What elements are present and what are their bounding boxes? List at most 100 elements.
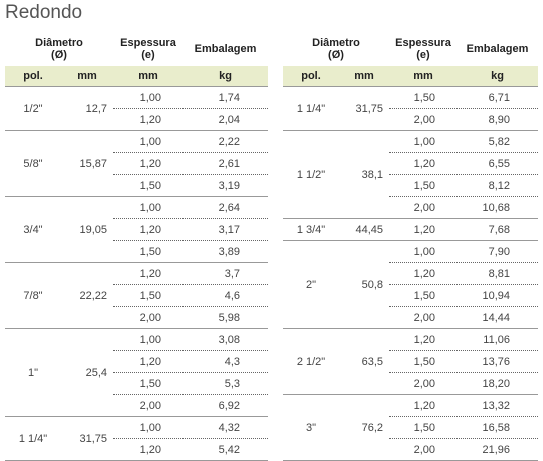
weight-cell: 3,7: [183, 262, 268, 285]
weight-cell: 13,76: [457, 350, 538, 373]
mm-cell: 44,45: [339, 218, 389, 241]
data-row: 2,00 18,20: [283, 372, 538, 395]
pol-cell: 7/8": [5, 262, 61, 329]
mm-cell: 31,75: [61, 416, 113, 461]
thickness-cell: 1,20: [389, 328, 457, 351]
header-line: Espessura: [395, 37, 451, 49]
thickness-cell: 1,20: [113, 438, 183, 461]
weight-cell: 18,20: [457, 372, 538, 395]
thickness-cell: 1,20: [113, 218, 183, 241]
header-line: (Ø): [328, 49, 344, 61]
thickness-cell: 2,00: [389, 196, 457, 219]
data-row: 1,50 3,89: [5, 240, 268, 263]
weight-cell: 1,74: [183, 86, 268, 109]
mm-cell: 63,5: [339, 328, 389, 395]
mm-cell: 31,75: [339, 86, 389, 131]
weight-cell: 5,82: [457, 130, 538, 153]
header-line: (e): [141, 49, 155, 61]
data-row: 2,00 8,90: [283, 108, 538, 131]
thickness-cell: 1,20: [389, 218, 457, 241]
data-row: 1,50 13,76: [283, 350, 538, 373]
data-row: 1,50 8,12: [283, 174, 538, 197]
data-row: 1" 25,4 1,00 3,08: [5, 328, 268, 417]
title: Redondo: [5, 2, 83, 23]
weight-cell: 3,19: [183, 174, 268, 197]
thickness-cell: 1,00: [113, 130, 183, 153]
mm-cell: 22,22: [61, 262, 113, 329]
thickness-cell: 2,00: [113, 306, 183, 329]
data-row: 1 1/2" 38,1 1,00 5,82: [283, 130, 538, 219]
pol-cell: 1 1/4": [5, 416, 61, 461]
weight-cell: 8,90: [457, 108, 538, 131]
header-cell: Diâmetro (Ø): [5, 32, 113, 66]
header-cell: Diâmetro (Ø): [283, 32, 389, 66]
unit-cell: kg: [183, 66, 268, 87]
data-table: Diâmetro (Ø) Espessura (e) Embalagem pol. mm mm…: [283, 32, 538, 461]
data-row: 1/2" 12,7 1,00 1,74: [5, 86, 268, 131]
data-row: 1,50 3,19: [5, 174, 268, 197]
weight-cell: 6,92: [183, 394, 268, 417]
data-row: 1,20 2,04: [5, 108, 268, 131]
header-line: (e): [416, 49, 430, 61]
pol-cell: 1": [5, 328, 61, 417]
pol-cell: 1 3/4": [283, 218, 339, 241]
weight-cell: 2,22: [183, 130, 268, 153]
thickness-cell: 2,00: [389, 108, 457, 131]
pol-cell: 1 1/2": [283, 130, 339, 219]
unit-cell: pol.: [5, 66, 61, 87]
weight-cell: 2,04: [183, 108, 268, 131]
thickness-cell: 2,00: [389, 438, 457, 461]
thickness-cell: 1,20: [389, 152, 457, 175]
header-line: Espessura: [120, 37, 176, 49]
unit-cell: mm: [61, 66, 113, 87]
weight-cell: 8,81: [457, 262, 538, 285]
data-row: 2,00 5,98: [5, 306, 268, 329]
data-row: 1,20 6,55: [283, 152, 538, 175]
pol-cell: 1 1/4": [283, 86, 339, 131]
weight-cell: 3,17: [183, 218, 268, 241]
data-row: 7/8" 22,22 1,20 3,7: [5, 262, 268, 329]
header-cell: Embalagem: [466, 43, 529, 55]
weight-cell: 10,68: [457, 196, 538, 219]
weight-cell: 5,42: [183, 438, 268, 461]
mm-cell: 76,2: [339, 394, 389, 461]
thickness-cell: 1,50: [113, 240, 183, 263]
thickness-cell: 1,20: [113, 262, 183, 285]
thickness-cell: 2,00: [389, 372, 457, 395]
thickness-cell: 1,50: [113, 284, 183, 307]
data-row: 1 3/4" 44,45 1,20 7,68: [283, 218, 538, 241]
weight-cell: 6,55: [457, 152, 538, 175]
thickness-cell: 1,00: [389, 240, 457, 263]
pol-cell: 5/8": [5, 130, 61, 197]
weight-cell: 5,98: [183, 306, 268, 329]
thickness-cell: 1,20: [113, 108, 183, 131]
weight-cell: 4,3: [183, 350, 268, 373]
thickness-cell: 2,00: [113, 394, 183, 417]
data-row: 1 1/4" 31,75 1,00 4,32: [5, 416, 268, 461]
data-row: 2" 50,8 1,00 7,90: [283, 240, 538, 329]
mm-cell: 19,05: [61, 196, 113, 263]
thickness-cell: 1,50: [113, 174, 183, 197]
weight-cell: 2,61: [183, 152, 268, 175]
data-row: 1,20 4,3: [5, 350, 268, 373]
header-cell: Espessura (e): [389, 32, 457, 66]
weight-cell: 4,6: [183, 284, 268, 307]
weight-cell: 10,94: [457, 284, 538, 307]
thickness-cell: 1,50: [389, 86, 457, 109]
thickness-cell: 1,50: [113, 372, 183, 395]
data-row: 3" 76,2 1,20 13,32: [283, 394, 538, 461]
thickness-cell: 1,50: [389, 284, 457, 307]
pol-cell: 2 1/2": [283, 328, 339, 395]
data-row: 2,00 10,68: [283, 196, 538, 219]
weight-cell: 21,96: [457, 438, 538, 461]
pol-cell: 3/4": [5, 196, 61, 263]
sub: pol. mm mm kg: [5, 66, 268, 87]
data-row: 2,00 14,44: [283, 306, 538, 329]
sub: pol. mm mm kg: [283, 66, 538, 87]
data-row: 1 1/4" 31,75 1,50 6,71: [283, 86, 538, 131]
data-row: 2 1/2" 63,5 1,20 11,06: [283, 328, 538, 395]
mm-cell: 50,8: [339, 240, 389, 329]
thickness-cell: 1,20: [113, 152, 183, 175]
weight-cell: 7,68: [457, 218, 538, 241]
